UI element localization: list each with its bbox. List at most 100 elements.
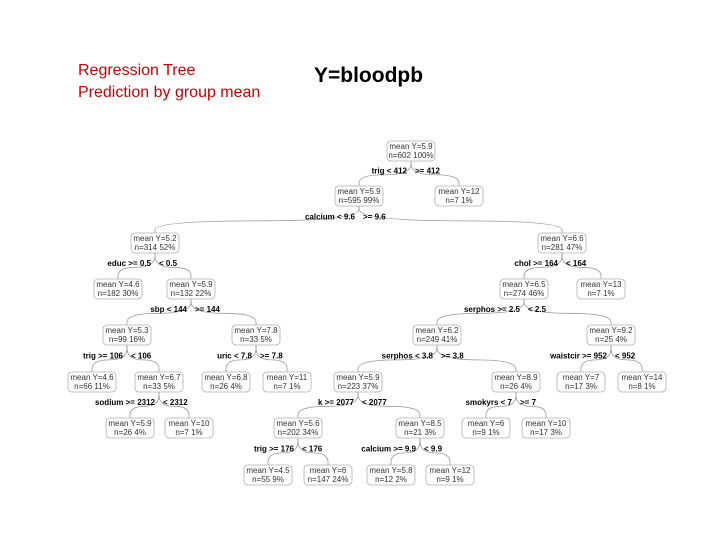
node-mean-label: mean Y=6.2 — [415, 326, 459, 335]
node-mean-label: mean Y=6 — [310, 466, 347, 475]
tree-edge — [357, 392, 421, 418]
node-box — [243, 464, 293, 486]
tree-node-n37: mean Y=6.7n=33 5% — [134, 371, 184, 393]
node-box — [67, 371, 117, 393]
tree-edge — [117, 253, 156, 279]
split-label-s1r: >= 412 — [415, 167, 440, 176]
node-box — [499, 278, 549, 300]
tree-node-n163: mean Y=12n=9 1% — [425, 464, 475, 486]
node-count-label: n=12 2% — [375, 475, 407, 484]
node-box — [130, 232, 180, 254]
split-label-s37r: < 2312 — [163, 398, 188, 407]
tree-node-n36: mean Y=4.6n=66 11% — [67, 371, 117, 393]
node-box — [333, 371, 383, 393]
node-mean-label: mean Y=4.6 — [96, 280, 140, 289]
tree-node-n38: mean Y=6.8n=26 4% — [201, 371, 251, 393]
node-mean-label: mean Y=7.8 — [234, 326, 278, 335]
split-label-s4r: < 0.5 — [159, 259, 178, 268]
split-label-s18l: trig >= 106 — [83, 351, 124, 360]
node-box — [434, 185, 484, 207]
caption-line-2: Prediction by group mean — [78, 84, 261, 101]
node-count-label: n=99 16% — [109, 335, 145, 344]
split-label-s81r: < 9.9 — [424, 444, 443, 453]
node-count-label: n=7 1% — [445, 196, 472, 205]
node-count-label: n=595 99% — [339, 196, 380, 205]
node-box — [412, 324, 462, 346]
node-count-label: n=132 22% — [171, 289, 212, 298]
node-box — [273, 417, 323, 439]
tree-node-n74: mean Y=5.9n=26 4% — [105, 417, 155, 439]
node-box — [491, 371, 541, 393]
node-count-label: n=25 4% — [595, 335, 627, 344]
split-label-s80r: < 176 — [302, 444, 323, 453]
node-box — [461, 417, 511, 439]
node-count-label: n=147 24% — [308, 475, 349, 484]
tree-edge — [190, 299, 257, 325]
node-count-label: n=55 9% — [252, 475, 284, 484]
tree-node-n162: mean Y=5.8n=12 2% — [366, 464, 416, 486]
tree-edge — [561, 253, 602, 279]
node-mean-label: mean Y=5.8 — [369, 466, 413, 475]
tree-edge — [126, 345, 160, 372]
tree-node-n40: mean Y=5.9n=223 37% — [333, 371, 383, 393]
tree-edge — [126, 299, 192, 325]
tree-edge — [225, 345, 257, 372]
split-label-s20r: >= 3.8 — [441, 351, 464, 360]
tree-node-n5: mean Y=6.6n=281 47% — [537, 232, 587, 254]
node-mean-label: mean Y=5.9 — [337, 187, 381, 196]
tree-node-n41: mean Y=8.9n=26 4% — [491, 371, 541, 393]
node-box — [334, 185, 384, 207]
tree-edge — [154, 253, 192, 279]
tree-node-n43: mean Y=14n=8 1% — [617, 371, 667, 393]
split-label-s5l: chol >= 164 — [514, 259, 558, 268]
node-mean-label: mean Y=12 — [430, 466, 472, 475]
split-label-s41r: >= 7 — [520, 398, 537, 407]
node-mean-label: mean Y=5.9 — [108, 419, 152, 428]
tree-edge — [297, 438, 329, 465]
node-mean-label: mean Y=5.9 — [389, 142, 433, 151]
tree-node-n9: mean Y=5.9n=132 22% — [166, 278, 216, 300]
node-mean-label: mean Y=8.5 — [398, 419, 442, 428]
caption-line-1: Regression Tree — [78, 62, 196, 79]
tree-node-n161: mean Y=6n=147 24% — [303, 464, 353, 486]
tree-node-n82: mean Y=6n=9 1% — [461, 417, 511, 439]
tree-node-n10: mean Y=6.5n=274 46% — [499, 278, 549, 300]
tree-edge — [91, 345, 128, 372]
split-label-s9l: sbp < 144 — [150, 305, 187, 314]
tree-edge — [436, 299, 525, 325]
tree-node-n21: mean Y=9.2n=25 4% — [586, 324, 636, 346]
tree-edge — [154, 206, 360, 233]
tree-node-n39: mean Y=11n=7 1% — [262, 371, 312, 393]
split-label-s40r: < 2077 — [362, 398, 387, 407]
tree-edge — [410, 161, 460, 186]
split-label-s19r: >= 7.8 — [260, 351, 283, 360]
split-label-s21l: waistcir >= 952 — [549, 351, 607, 360]
node-count-label: n=223 37% — [338, 382, 379, 391]
tree-edge — [485, 392, 517, 418]
split-label-s10r: < 2.5 — [528, 305, 547, 314]
node-count-label: n=7 1% — [175, 428, 202, 437]
node-mean-label: mean Y=5.9 — [336, 373, 380, 382]
node-mean-label: mean Y=5.6 — [276, 419, 320, 428]
tree-edge — [610, 345, 643, 372]
tree-node-n1: mean Y=5.9n=602 100% — [386, 140, 436, 162]
node-count-label: n=9 1% — [436, 475, 463, 484]
split-label-s41l: smokyrs < 7 — [466, 398, 513, 407]
node-count-label: n=26 4% — [114, 428, 146, 437]
node-mean-label: mean Y=6.7 — [137, 373, 181, 382]
node-mean-label: mean Y=5.9 — [169, 280, 213, 289]
node-box — [201, 371, 251, 393]
tree-node-n160: mean Y=4.5n=55 9% — [243, 464, 293, 486]
node-mean-label: mean Y=13 — [581, 280, 623, 289]
node-count-label: n=17 3% — [565, 382, 597, 391]
node-count-label: n=33 5% — [143, 382, 175, 391]
tree-edge — [358, 161, 412, 186]
node-box — [166, 278, 216, 300]
node-mean-label: mean Y=11 — [267, 373, 308, 382]
node-box — [105, 417, 155, 439]
tree-node-n83: mean Y=10n=17 3% — [521, 417, 571, 439]
node-box — [134, 371, 184, 393]
tree-edge — [580, 345, 612, 372]
node-mean-label: mean Y=8.9 — [494, 373, 538, 382]
